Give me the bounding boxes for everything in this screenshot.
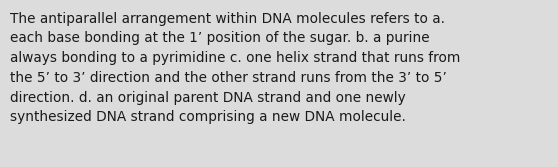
Text: The antiparallel arrangement within DNA molecules refers to a.
each base bonding: The antiparallel arrangement within DNA … xyxy=(10,12,460,124)
